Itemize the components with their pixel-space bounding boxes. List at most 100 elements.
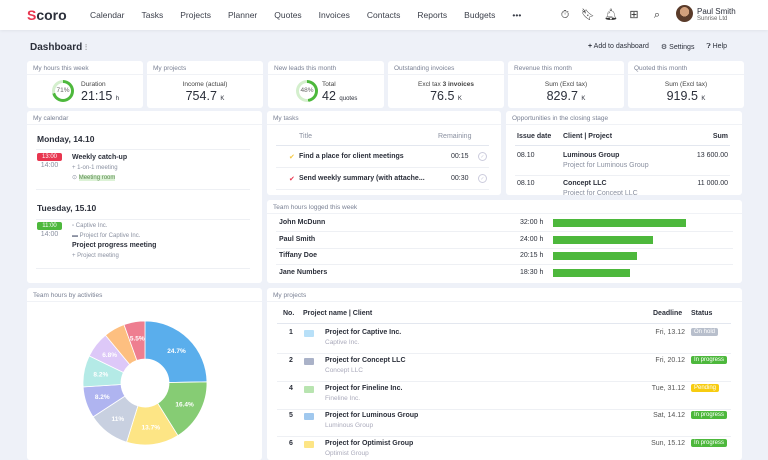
project-name[interactable]: Project for Fineline Inc. [325,384,403,392]
col-issue-date: Issue date [517,133,552,140]
nav-item[interactable]: Tasks [141,10,164,20]
task-title[interactable]: Find a place for client meetings [299,153,404,160]
nav-item[interactable]: Invoices [318,10,350,20]
scoro-logo[interactable]: Scoro [27,7,67,23]
nav-item[interactable]: Projects [180,10,211,20]
slice-label: 8.2% [95,394,110,401]
project-name: Project for Concept LLC [563,190,638,195]
nav-item[interactable]: Reports [417,10,448,20]
main-nav: Calendar Tasks Projects Planner Quotes Invoic… [90,10,538,20]
team-hours-by-activities-widget: Team hours by activities 24.7% 16.4% 13.7%… [27,288,262,460]
project-deadline: Sat, 14.12 [653,412,685,420]
day-heading: Monday, 14.10 [37,134,95,144]
kpi-value: 42 quotes [322,89,358,103]
project-name[interactable]: Project for Captive Inc. [325,329,402,336]
widget-title: My tasks [267,111,501,125]
gear-icon: ⚙ [660,44,668,51]
project-deadline: Fri, 13.12 [655,329,685,336]
avatar[interactable] [676,5,693,22]
kpi-card[interactable]: My projects Income (actual) 754.7 K [147,61,263,108]
event-project: ▬ Project for Captive Inc. [72,233,141,239]
slice-label: 13.7% [142,425,161,432]
project-client: Fineline Inc. [325,394,361,402]
kpi-label: Total [322,81,336,88]
project-name[interactable]: Project for Luminous Group [325,412,419,420]
bookmark-icon[interactable]: 🔖︎ [581,9,595,21]
project-name[interactable]: Project for Optimist Group [325,440,414,448]
slice-label: 6.8% [102,352,117,359]
hours-bar [553,219,686,227]
search-icon[interactable]: ⌕ [653,9,661,21]
calendar-event[interactable]: 11:00 14:00 [37,222,62,238]
task-remaining: 00:15 [451,153,469,160]
status-badge: In progress [691,439,728,448]
hours-bar [553,235,653,244]
event-title[interactable]: Project progress meeting [72,242,157,249]
project-deadline: Fri, 20.12 [655,356,685,364]
project-client: Optimist Group [325,450,369,458]
nav-item[interactable]: ••• [512,10,522,20]
kpi-title: Revenue this month [508,61,624,75]
event-title[interactable]: Weekly catch-up [72,154,128,161]
member-name: Jane Numbers [279,268,328,276]
bell-icon[interactable]: 🔔︎ [604,9,618,21]
col-client-project: Client | Project [563,133,613,140]
nav-item[interactable]: Calendar [90,10,125,20]
status-badge: In progress [691,411,728,420]
widget-title: Team hours logged this week [267,200,742,214]
kpi-label: Sum (Excl tax) [664,81,708,88]
my-calendar-widget: My calendar Monday, 14.10 13:00 14:00 We… [27,111,262,283]
kpi-card[interactable]: Revenue this month Sum (Excl tax) 829.7 … [508,61,624,108]
slice-label: 5.5% [130,336,145,343]
project-name[interactable]: Project for Concept LLC [325,356,406,364]
donut-chart: 24.7% 16.4% 13.7% 11% 8.2% 8.2% 6.8% 5.5% [82,320,208,446]
slice-label: 11% [112,416,125,423]
complete-task-icon[interactable]: ✓ [478,174,487,183]
pie-slice[interactable] [123,320,146,361]
nav-item[interactable]: Planner [227,10,258,20]
task-title[interactable]: Send weekly summary (with attache... [299,175,425,182]
kpi-card[interactable]: Quoted this month Sum (Excl tax) 919.5 K [628,61,744,108]
member-hours: 24:00 h [520,235,544,243]
nav-item[interactable]: Contacts [366,10,401,20]
timer-icon[interactable]: ⏱ [560,9,570,21]
project-client: Captive Inc. [325,339,360,346]
kpi-title: Outstanding invoices [388,61,504,75]
nav-item[interactable]: Budgets [464,10,496,20]
col-deadline: Deadline [653,310,683,317]
opportunity-sum: 11 000.00 [697,180,728,187]
calendar-event[interactable]: 13:00 14:00 [37,153,62,169]
nav-item[interactable]: Quotes [274,10,302,20]
user-name[interactable]: Paul Smith [697,7,736,16]
customize-icon[interactable]: ⫶ [85,43,88,52]
col-status: Status [691,310,713,317]
event-room: ⊙ Meeting room [72,175,116,181]
top-nav-bar: Scoro Calendar Tasks Projects Planner Quotes… [0,0,768,30]
check-icon: ✔ [289,154,295,161]
header-icons: ⏱ 🔖︎ 🔔︎ ⊞ ⌕ [558,8,664,22]
event-type: + 1-on-1 meeting [72,165,118,171]
kpi-value: 76.5 K [430,89,462,103]
client-name[interactable]: Concept LLC [563,180,607,187]
complete-task-icon[interactable]: ✓ [478,152,487,161]
add-icon[interactable]: ⊞ [629,9,639,21]
widget-title: Opportunities in the closing stage [506,111,742,125]
kpi-card[interactable]: Outstanding invoices Excl tax 3 invoices… [388,61,504,108]
event-client: ▫ Captive Inc. [72,223,108,229]
member-name: Tiffany Doe [279,252,317,259]
pie-slice[interactable] [144,320,208,383]
kpi-title: New leads this month [268,61,384,75]
kpi-card[interactable]: My hours this week 71% Duration 21:15 h [27,61,143,108]
opportunity-sum: 13 600.00 [696,152,728,159]
add-to-dashboard-button[interactable]: + Add to dashboard [588,43,649,50]
status-badge: On hold [691,328,719,336]
kpi-title: My projects [147,61,263,75]
folder-icon [304,413,314,421]
client-name[interactable]: Luminous Group [563,152,620,159]
settings-button[interactable]: ⚙ Settings [660,44,695,51]
col-title: Title [299,133,312,140]
col-remaining: Remaining [438,133,472,140]
kpi-label: Sum (Excl tax) [544,81,588,88]
help-button[interactable]: ❓︎ Help [706,43,728,50]
kpi-card[interactable]: New leads this month 48% Total 42 quotes [268,61,384,108]
